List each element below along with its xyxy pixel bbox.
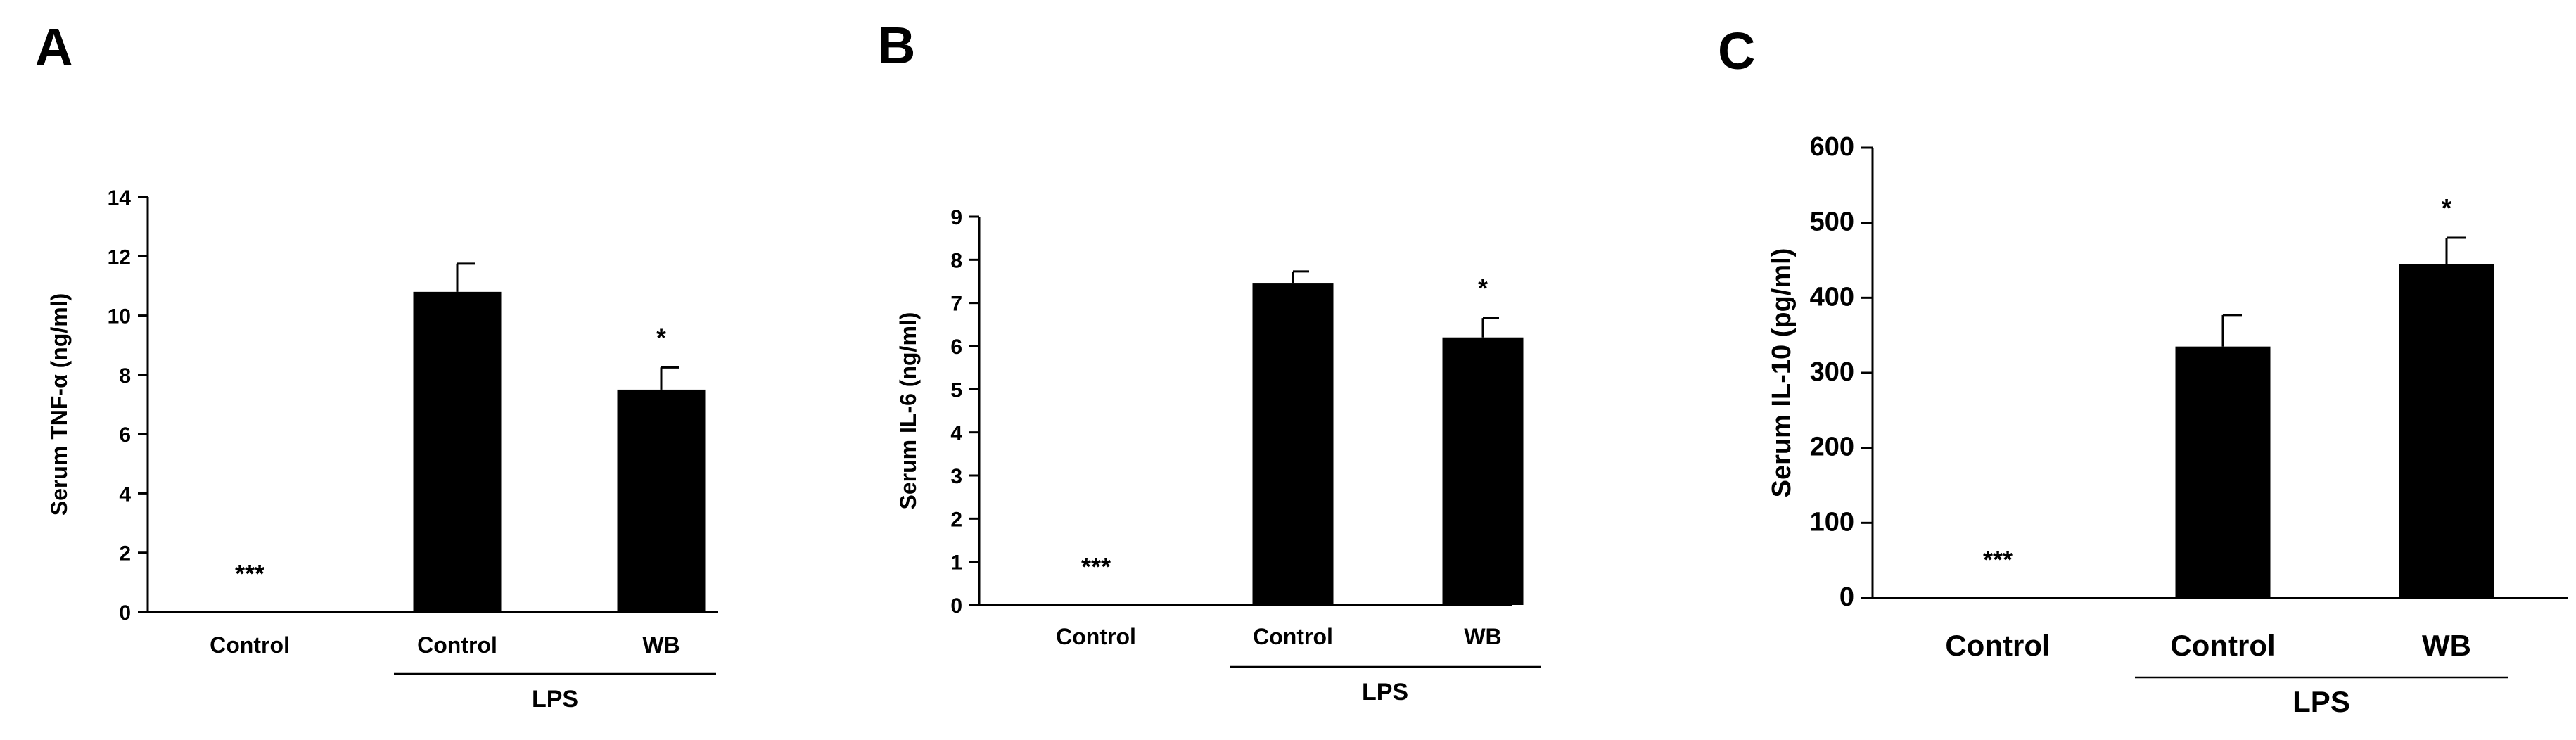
panel-a-y-axis-title: Serum TNF-α (ng/ml) — [46, 293, 72, 516]
panel-a-letter: A — [35, 18, 72, 76]
panel-b-y-tick-label: 6 — [950, 336, 962, 359]
panel-b-category-label: Control — [1253, 624, 1333, 649]
panel-a-y-tick-label: 10 — [108, 305, 131, 328]
panel-a-y-tick-label: 14 — [108, 186, 132, 210]
panel-b-y-tick-label: 9 — [950, 206, 962, 229]
panel-b-letter: B — [878, 16, 915, 75]
panel-c-y-tick-label: 200 — [1810, 433, 1854, 462]
panel-c-letter: C — [1718, 22, 1755, 80]
panel-c-y-tick-label: 100 — [1810, 507, 1854, 537]
panel-c-significance: *** — [1983, 545, 2013, 574]
panel-a-significance: *** — [235, 559, 264, 588]
panel-b-bar — [1252, 283, 1334, 605]
panel-a-category-label: Control — [210, 632, 290, 658]
panel-c-significance: * — [2442, 193, 2451, 222]
panel-c-bar — [2399, 264, 2494, 598]
panel-b-y-tick-label: 3 — [950, 465, 962, 488]
panel-b-y-tick-label: 0 — [950, 594, 962, 618]
panel-c-y-axis-title: Serum IL-10 (pg/ml) — [1767, 248, 1797, 498]
panel-b-y-axis-title: Serum IL-6 (ng/ml) — [895, 312, 921, 510]
panel-b-y-tick-label: 5 — [950, 378, 962, 402]
panel-b-y-tick-label: 1 — [950, 551, 962, 575]
panel-c-y-tick-label: 500 — [1810, 208, 1854, 237]
panel-c-category-label: Control — [1945, 629, 2050, 662]
panel-c-y-tick-label: 300 — [1810, 357, 1854, 387]
panel-b-category-label: Control — [1056, 624, 1136, 649]
panel-a-y-tick-label: 6 — [119, 423, 131, 447]
panel-b-category-label: WB — [1464, 624, 1501, 649]
panel-a-significance: * — [656, 323, 666, 352]
panel-c-y-tick-label: 600 — [1810, 132, 1854, 162]
panel-b-bar — [1442, 337, 1524, 605]
panel-b-group-label: LPS — [1362, 679, 1408, 706]
panel-c-category-label: Control — [2170, 629, 2275, 662]
panel-a-y-tick-label: 0 — [119, 601, 131, 625]
panel-c-bar — [2175, 346, 2271, 598]
panel-b-y-tick-label: 7 — [950, 293, 962, 316]
panel-a-y-tick-label: 12 — [108, 245, 131, 269]
panel-c-category-label: WB — [2422, 629, 2471, 662]
panel-b-significance: *** — [1081, 552, 1111, 581]
panel-a-y-tick-label: 2 — [119, 542, 131, 566]
panel-a-group-label: LPS — [532, 686, 578, 713]
panel-b-y-tick-label: 4 — [950, 422, 962, 445]
panel-a-bar — [617, 389, 706, 612]
panel-b-y-tick-label: 2 — [950, 508, 962, 531]
panel-b-significance: * — [1478, 274, 1488, 302]
panel-a-y-tick-label: 4 — [119, 483, 131, 506]
panel-a-y-tick-label: 8 — [119, 364, 131, 388]
panel-b-y-tick-label: 8 — [950, 249, 962, 272]
panel-a-category-label: WB — [642, 632, 680, 658]
panel-a-bar — [413, 291, 502, 612]
panel-a-category-label: Control — [417, 632, 497, 658]
panel-c-group-label: LPS — [2293, 685, 2350, 718]
panel-c-y-tick-label: 0 — [1839, 582, 1854, 612]
panel-c-y-tick-label: 400 — [1810, 282, 1854, 312]
